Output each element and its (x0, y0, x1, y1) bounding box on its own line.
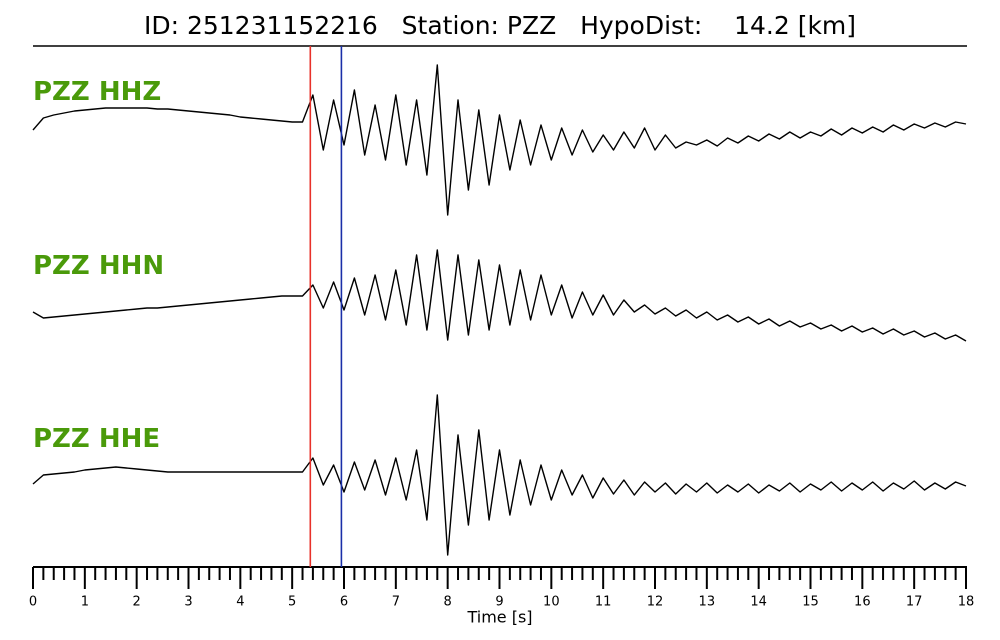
x-tick-label: 6 (340, 595, 348, 610)
x-tick-label: 12 (647, 595, 664, 610)
x-tick-label: 11 (595, 595, 612, 610)
x-tick-label: 1 (81, 595, 89, 610)
chart-title: ID: 251231152216 Station: PZZ HypoDist: … (144, 11, 856, 40)
trace-label: PZZ HHN (33, 251, 164, 281)
x-tick-label: 17 (906, 595, 923, 610)
x-tick-label: 14 (750, 595, 767, 610)
x-tick-label: 15 (802, 595, 819, 610)
x-tick-label: 10 (543, 595, 560, 610)
waveform (32, 394, 967, 556)
x-tick-label: 13 (699, 595, 716, 610)
waveform (32, 249, 967, 342)
x-tick-label: 7 (392, 595, 400, 610)
x-tick-label: 18 (958, 595, 975, 610)
trace-label: PZZ HHZ (33, 77, 161, 107)
waveform (32, 64, 967, 216)
x-tick-label: 16 (854, 595, 871, 610)
x-tick-label: 3 (184, 595, 192, 610)
trace-label: PZZ HHE (33, 424, 160, 454)
x-tick-label: 2 (133, 595, 141, 610)
x-tick-label: 4 (236, 595, 244, 610)
x-tick-label: 5 (288, 595, 296, 610)
x-tick-label: 8 (444, 595, 452, 610)
x-tick-label: 9 (495, 595, 503, 610)
x-axis-label: Time [s] (466, 608, 532, 627)
x-tick-label: 0 (29, 595, 37, 610)
